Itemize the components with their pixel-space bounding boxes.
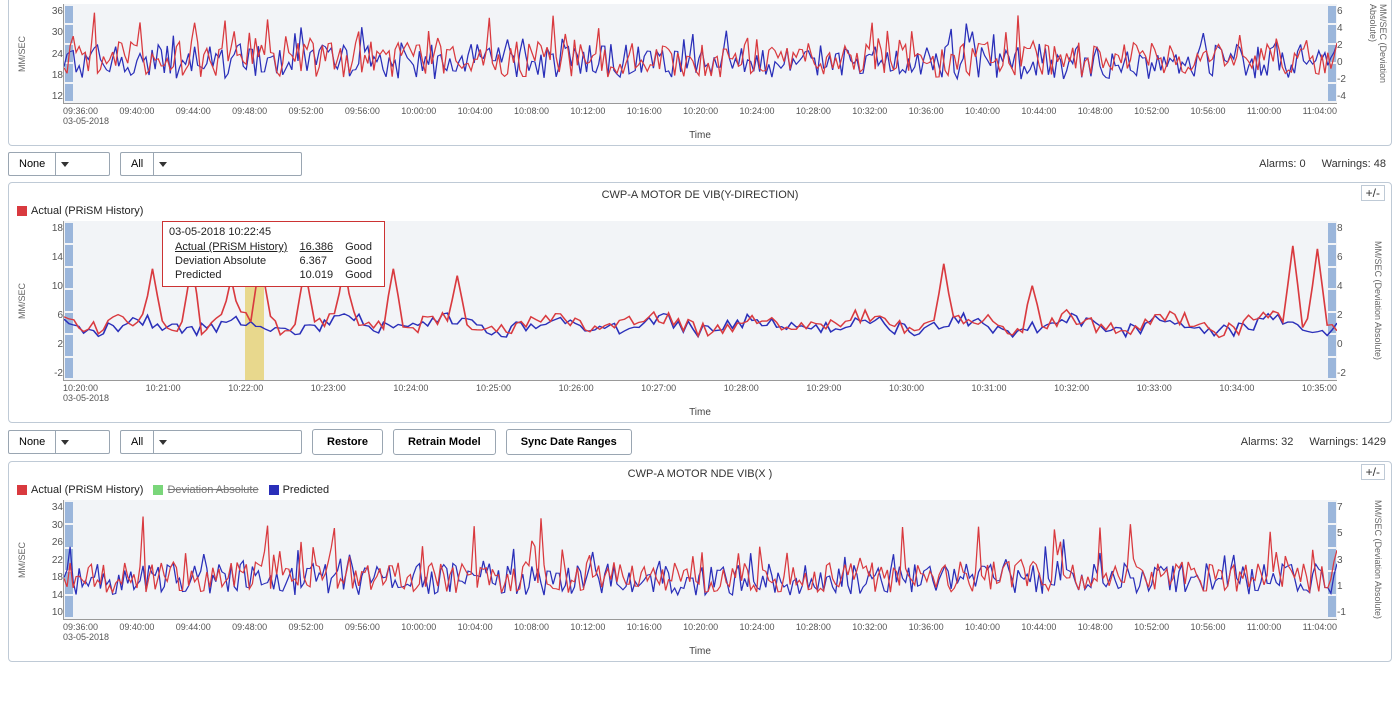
retrain-model-button[interactable]: Retrain Model [393,429,496,455]
tooltip-table: Actual (PRiSM History)16.386GoodDeviatio… [169,240,378,282]
select-none-1[interactable]: None [8,152,110,176]
chart3-area[interactable]: MM/SEC 34302622181410 7531-1 MM/SEC (Dev… [15,500,1385,620]
chart1-yaxis-label: MM/SEC [15,4,29,104]
chart2-y2axis: 86420-2 [1337,221,1371,381]
tooltip-timestamp: 03-05-2018 10:22:45 [169,226,378,238]
restore-button[interactable]: Restore [312,429,383,455]
chart2-xsub: 03-05-2018 [63,393,1385,403]
chart2-xaxis: 10:20:0010:21:0010:22:0010:23:0010:24:00… [63,383,1337,393]
chart2-warnings: Warnings: 1429 [1309,436,1386,448]
chart1-y2axis: 6420-2-4 [1337,4,1371,104]
legend-predicted: Predicted [269,484,329,496]
chart2-legend: Actual (PRiSM History) [17,205,1385,217]
chart1-area[interactable]: MM/SEC 3630241812 6420-2-4 MM/SEC (Devia… [15,4,1385,104]
chart1-warnings: Warnings: 48 [1322,158,1386,170]
chart3-y2axis-label: MM/SEC (Deviation Absolute) [1371,500,1385,620]
select-none-1-text: None [9,158,55,170]
chart3-xaxis: 09:36:0009:40:0009:44:0009:48:0009:52:00… [63,622,1337,632]
chart3-svg [64,500,1337,619]
chevron-down-icon [55,431,74,453]
legend-deviation-label: Deviation Absolute [167,484,258,496]
chart2-area[interactable]: MM/SEC 18141062-2 ↖ 86420-2 MM/SEC (Devi… [15,221,1385,381]
legend-actual: Actual (PRiSM History) [17,484,143,496]
legend-actual-label: Actual (PRiSM History) [31,205,143,217]
chart1-y2axis-label: MM/SEC (Deviation Absolute) [1371,4,1385,104]
chart1-yaxis: 3630241812 [29,4,63,104]
chevron-down-icon [153,431,172,453]
chart2-tooltip: 03-05-2018 10:22:45 Actual (PRiSM Histor… [162,221,385,287]
select-all-2-text: All [121,436,153,448]
chart1-xtitle: Time [15,130,1385,141]
chart1-plot[interactable] [63,4,1337,104]
expand-collapse-button[interactable]: +/- [1361,464,1385,480]
chevron-down-icon [55,153,74,175]
chart1-alarms: Alarms: 0 [1259,158,1305,170]
chart3-plot[interactable] [63,500,1337,620]
chart2-alarms: Alarms: 32 [1241,436,1294,448]
chart1-svg [64,4,1337,103]
chart-panel-1: MM/SEC 3630241812 6420-2-4 MM/SEC (Devia… [8,0,1392,146]
sync-date-ranges-button[interactable]: Sync Date Ranges [506,429,632,455]
controls-row-2: None All Restore Retrain Model Sync Date… [8,429,1392,455]
legend-actual: Actual (PRiSM History) [17,205,143,217]
select-none-2-text: None [9,436,55,448]
chart1-xaxis: 09:36:0009:40:0009:44:0009:48:0009:52:00… [63,106,1337,116]
select-all-2[interactable]: All [120,430,302,454]
chart3-xtitle: Time [15,646,1385,657]
chart3-yaxis: 34302622181410 [29,500,63,620]
controls-row-1: None All Alarms: 0 Warnings: 48 [8,152,1392,176]
chart2-yaxis-label: MM/SEC [15,221,29,381]
select-all-1-text: All [121,158,153,170]
select-none-2[interactable]: None [8,430,110,454]
chart2-y2axis-label: MM/SEC (Deviation Absolute) [1371,221,1385,381]
chevron-down-icon [153,153,172,175]
legend-actual-label: Actual (PRiSM History) [31,484,143,496]
chart-panel-2: +/- CWP-A MOTOR DE VIB(Y-DIRECTION) Actu… [8,182,1392,423]
legend-predicted-label: Predicted [283,484,329,496]
expand-collapse-button[interactable]: +/- [1361,185,1385,201]
chart3-title: CWP-A MOTOR NDE VIB(X ) [15,468,1385,480]
chart2-title: CWP-A MOTOR DE VIB(Y-DIRECTION) [15,189,1385,201]
chart3-legend: Actual (PRiSM History) Deviation Absolut… [17,484,1385,496]
chart1-xsub: 03-05-2018 [63,116,1385,126]
chart-panel-3: +/- CWP-A MOTOR NDE VIB(X ) Actual (PRiS… [8,461,1392,662]
chart3-y2axis: 7531-1 [1337,500,1371,620]
chart2-xtitle: Time [15,407,1385,418]
select-all-1[interactable]: All [120,152,302,176]
legend-deviation: Deviation Absolute [153,484,258,496]
chart3-yaxis-label: MM/SEC [15,500,29,620]
chart2-yaxis: 18141062-2 [29,221,63,381]
chart3-xsub: 03-05-2018 [63,632,1385,642]
